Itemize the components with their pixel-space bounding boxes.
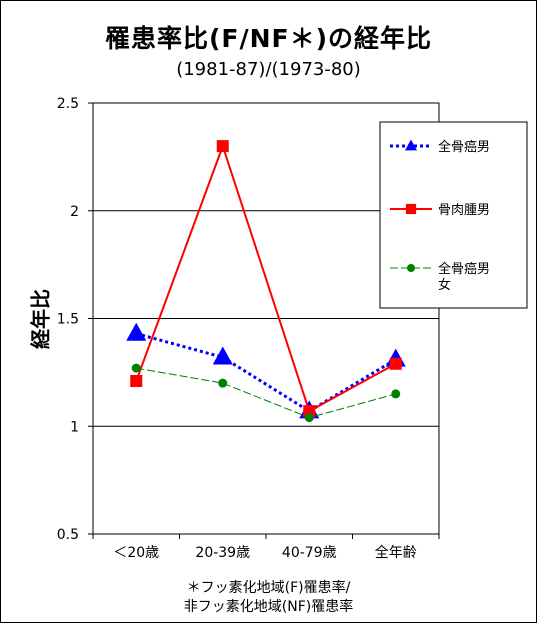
data-point-triangle bbox=[126, 322, 147, 341]
series-line-1 bbox=[135, 332, 397, 413]
legend-label: 全骨癌男 bbox=[438, 139, 490, 155]
y-tick-label: 1.5 bbox=[57, 312, 79, 328]
data-point-triangle bbox=[212, 346, 233, 365]
x-tick-label: 20-39歳 bbox=[195, 545, 250, 561]
footnote-line-2: 非フッ素化地域(NF)罹患率 bbox=[183, 599, 354, 615]
data-point-circle bbox=[218, 378, 228, 388]
legend-label: 骨肉腫男 bbox=[438, 202, 490, 218]
x-tick-label: 40-79歳 bbox=[282, 545, 337, 561]
data-point-square bbox=[216, 140, 229, 153]
chart-title: 罹患率比(F/NF＊)の経年比 bbox=[104, 24, 433, 53]
data-point-square bbox=[130, 374, 143, 387]
legend-label-continued: 女 bbox=[438, 277, 451, 293]
data-point-circle bbox=[391, 389, 401, 399]
y-tick-label: 1 bbox=[70, 419, 79, 435]
y-tick-label: 2.5 bbox=[57, 96, 79, 112]
legend-marker-circle bbox=[407, 264, 415, 272]
series-line-3 bbox=[136, 367, 396, 419]
x-tick-label: 全年齢 bbox=[375, 544, 417, 561]
y-tick-label: 2 bbox=[70, 204, 79, 220]
data-point-circle bbox=[304, 413, 314, 423]
footnote: ＊フッ素化地域(F)罹患率/ 非フッ素化地域(NF)罹患率 bbox=[1, 579, 536, 617]
legend-box bbox=[379, 121, 528, 309]
y-tick-label: 0.5 bbox=[57, 527, 79, 543]
legend-label: 全骨癌男 bbox=[438, 261, 490, 277]
data-point-circle bbox=[131, 363, 141, 373]
x-tick-label: ＜20歳 bbox=[113, 545, 159, 561]
footnote-line-1: ＊フッ素化地域(F)罹患率/ bbox=[186, 580, 351, 596]
series-line-2 bbox=[135, 143, 397, 413]
data-point-square bbox=[389, 357, 402, 370]
data-point-square bbox=[303, 405, 316, 418]
legend-marker-square bbox=[405, 203, 417, 215]
chart-subtitle: (1981-87)/(1973-80) bbox=[176, 59, 361, 80]
legend-marker-triangle bbox=[405, 139, 417, 151]
